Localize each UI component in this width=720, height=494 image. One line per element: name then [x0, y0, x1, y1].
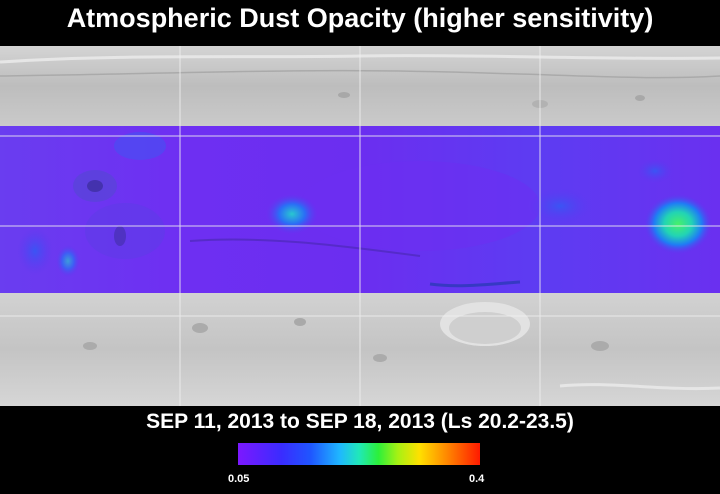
terrain-ridge [429, 280, 521, 288]
valles-marineris [189, 238, 421, 257]
terrain-shading [114, 132, 166, 160]
mars-dust-opacity-map [0, 46, 720, 406]
crater [294, 318, 306, 326]
dust-spot [637, 159, 673, 183]
crater [373, 354, 387, 362]
crater [338, 92, 350, 98]
map-title: Atmospheric Dust Opacity (higher sensiti… [66, 3, 654, 33]
crater [87, 180, 103, 192]
terrain-ridge [559, 383, 720, 391]
dust-spot [17, 227, 53, 275]
crater [114, 226, 126, 246]
dust-spot [266, 194, 318, 234]
crater [192, 323, 208, 333]
color-scale-bar [238, 443, 480, 465]
crater [83, 342, 97, 350]
color-scale-max-label: 0.4 [469, 473, 485, 485]
crater [635, 95, 645, 101]
hellas-basin [449, 312, 521, 344]
dust-spot [528, 188, 592, 224]
color-scale-min-label: 0.05 [228, 473, 250, 485]
terrain-ridge [0, 69, 720, 79]
date-range-label: SEP 11, 2013 to SEP 18, 2013 (Ls 20.2-23… [146, 410, 574, 433]
dust-spot [56, 245, 80, 277]
dust-hotspot [644, 194, 712, 254]
grid-lines [0, 46, 720, 406]
crater [591, 341, 609, 351]
terrain-shading [300, 161, 540, 251]
